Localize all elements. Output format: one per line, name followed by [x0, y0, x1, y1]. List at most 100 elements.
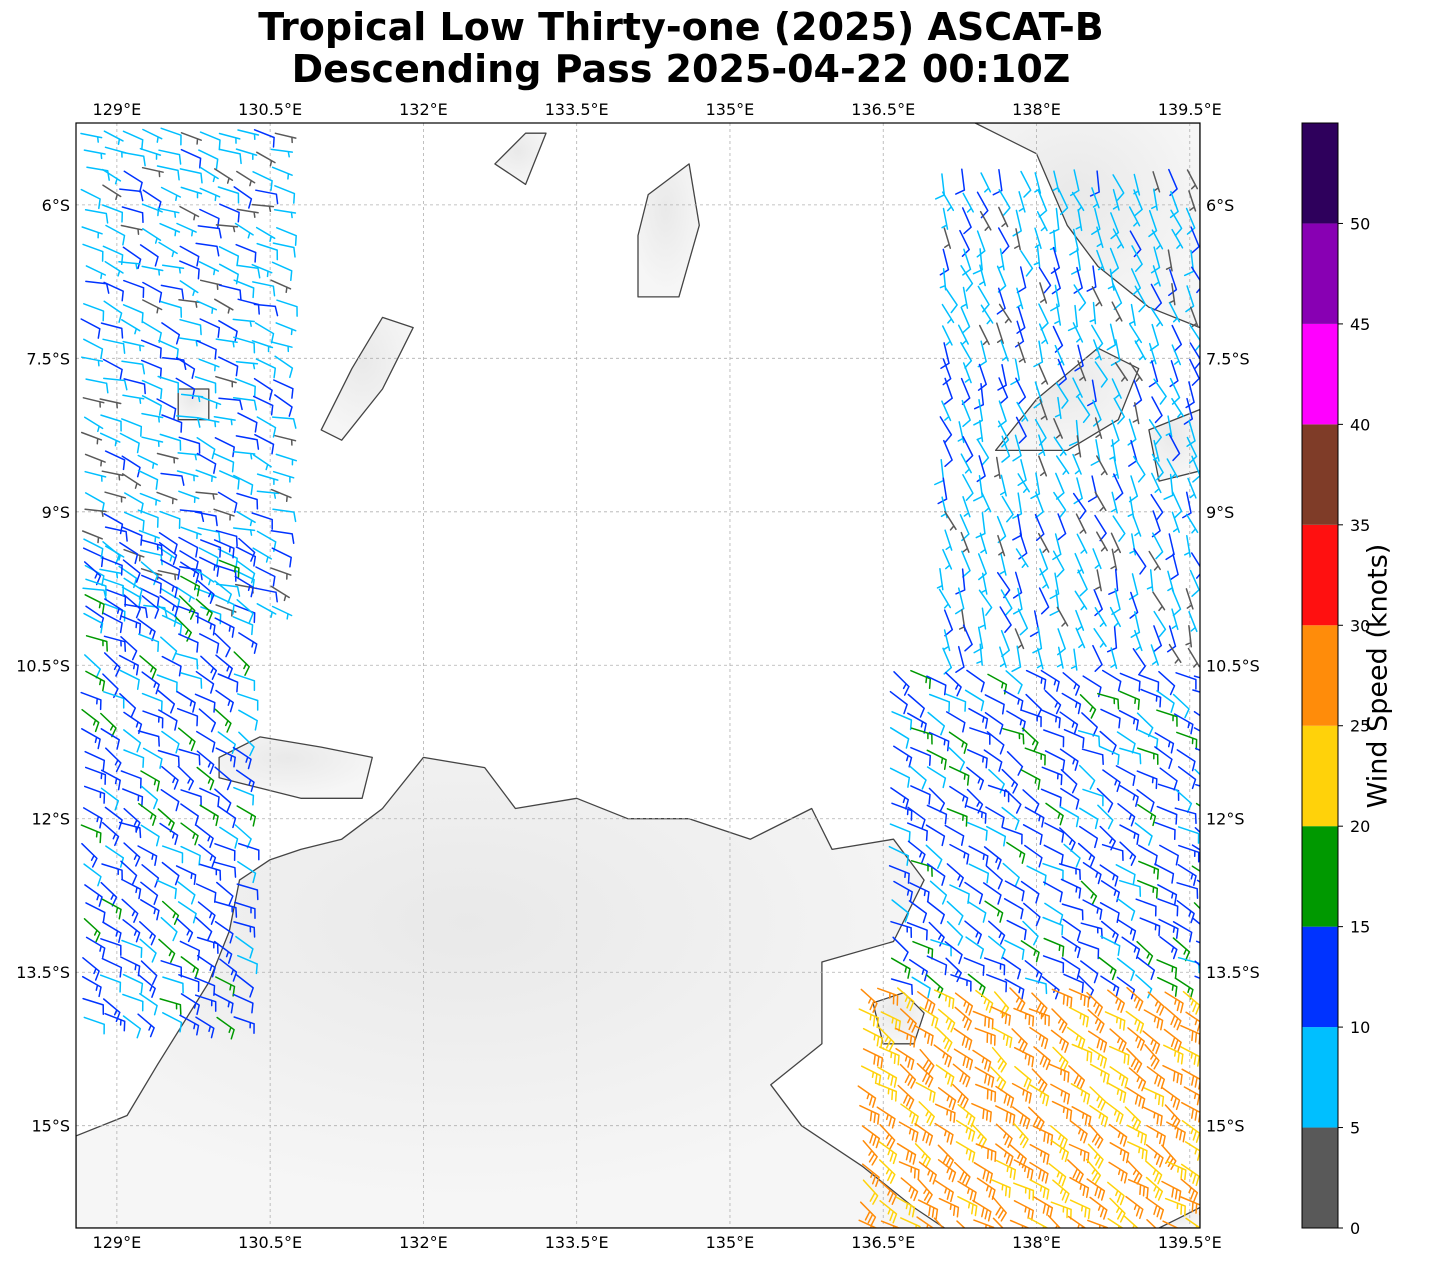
wind-barb	[1137, 804, 1157, 827]
wind-barb	[141, 864, 160, 888]
wind-barb	[195, 824, 214, 849]
wind-barb	[1112, 228, 1125, 249]
wind-barb	[974, 1066, 995, 1088]
wind-barb	[213, 861, 237, 878]
wind-barb	[1107, 1218, 1124, 1228]
wind-barb	[890, 978, 913, 996]
lat-tick-label-left: 7.5°S	[26, 349, 70, 368]
wind-barb	[1087, 1143, 1104, 1169]
wind-barb	[1012, 587, 1023, 615]
wind-barb	[1089, 301, 1097, 325]
wind-barb	[995, 1105, 1016, 1126]
wind-barb	[959, 514, 970, 542]
wind-barb	[1169, 553, 1179, 581]
wind-barb	[161, 900, 180, 925]
wind-barb	[926, 675, 947, 696]
wind-barb	[962, 192, 974, 213]
wind-barb	[160, 789, 180, 812]
wind-barb	[1156, 805, 1178, 825]
wind-barb	[1004, 939, 1025, 960]
wind-barb	[232, 396, 258, 411]
wind-barb	[217, 731, 236, 755]
wind-barb	[160, 916, 178, 942]
wind-barb	[960, 306, 971, 334]
wind-barb	[1151, 453, 1164, 481]
wind-barb	[928, 921, 945, 947]
wind-barb	[251, 263, 273, 278]
wind-barb	[1123, 1215, 1139, 1228]
wind-barb	[918, 1161, 937, 1185]
wind-barb	[1157, 884, 1178, 905]
wind-barb	[1020, 940, 1040, 963]
wind-barb	[256, 603, 277, 618]
wind-barb	[180, 526, 202, 540]
wind-barb	[236, 599, 254, 624]
wind-barb	[217, 805, 237, 829]
wind-barb	[123, 577, 143, 600]
wind-barb	[199, 556, 220, 577]
wind-barb	[162, 1012, 183, 1033]
wind-barb	[1042, 862, 1064, 881]
wind-barb	[255, 189, 279, 205]
wind-barb	[235, 974, 254, 998]
wind-barb	[1056, 606, 1069, 627]
wind-barb	[251, 340, 274, 353]
wind-barb	[1129, 362, 1143, 382]
wind-barb	[889, 727, 910, 749]
wind-barb	[215, 689, 234, 713]
wind-barb	[156, 452, 179, 464]
wind-barb	[1050, 1029, 1069, 1053]
wind-barb	[180, 186, 203, 199]
wind-barb	[1078, 764, 1096, 790]
wind-barb	[999, 553, 1007, 576]
wind-barb	[961, 286, 969, 309]
wind-barb	[215, 375, 237, 388]
wind-barb	[1119, 672, 1141, 692]
wind-barb	[215, 224, 239, 233]
wind-barb	[937, 1159, 957, 1183]
wind-barb	[980, 172, 992, 193]
wind-barb	[1117, 803, 1136, 827]
wind-barb	[1058, 863, 1081, 881]
wind-barb	[101, 204, 124, 223]
wind-barb	[180, 132, 202, 145]
colorbar-tick-label: 50	[1350, 214, 1370, 233]
wind-barb	[948, 746, 966, 772]
wind-barb	[973, 398, 984, 426]
wind-barb	[909, 765, 927, 790]
wind-barb	[957, 421, 965, 444]
wind-barb	[898, 1161, 920, 1181]
wind-barb	[1184, 535, 1191, 558]
wind-barb	[104, 260, 124, 277]
wind-barb	[235, 360, 259, 370]
wind-barb	[892, 936, 909, 962]
wind-barb	[237, 693, 259, 711]
wind-barb	[1101, 843, 1124, 862]
wind-barb	[1057, 628, 1066, 656]
wind-barb	[118, 261, 141, 270]
wind-barb	[254, 322, 275, 344]
wind-barb	[180, 561, 200, 584]
wind-barb	[1042, 916, 1064, 936]
wind-barb	[996, 287, 1006, 315]
wind-barb	[1132, 402, 1140, 425]
wind-barb	[983, 846, 1002, 870]
wind-barb	[1191, 844, 1200, 851]
wind-barb	[1194, 747, 1200, 752]
wind-barb	[1060, 787, 1080, 810]
wind-barb	[236, 510, 256, 527]
wind-barb	[100, 769, 121, 791]
wind-barb	[274, 185, 296, 204]
wind-barb	[1109, 1066, 1129, 1089]
wind-barb	[138, 802, 157, 826]
wind-barb	[1188, 611, 1198, 633]
wind-barb	[997, 400, 1007, 428]
wind-barb	[139, 492, 161, 506]
wind-barb	[83, 149, 106, 160]
wind-barb	[1109, 606, 1121, 628]
wind-barb	[952, 1063, 971, 1088]
wind-barb	[1115, 864, 1136, 885]
wind-barb	[961, 207, 972, 235]
wind-barb	[1068, 1065, 1086, 1090]
wind-barb	[1022, 789, 1040, 814]
